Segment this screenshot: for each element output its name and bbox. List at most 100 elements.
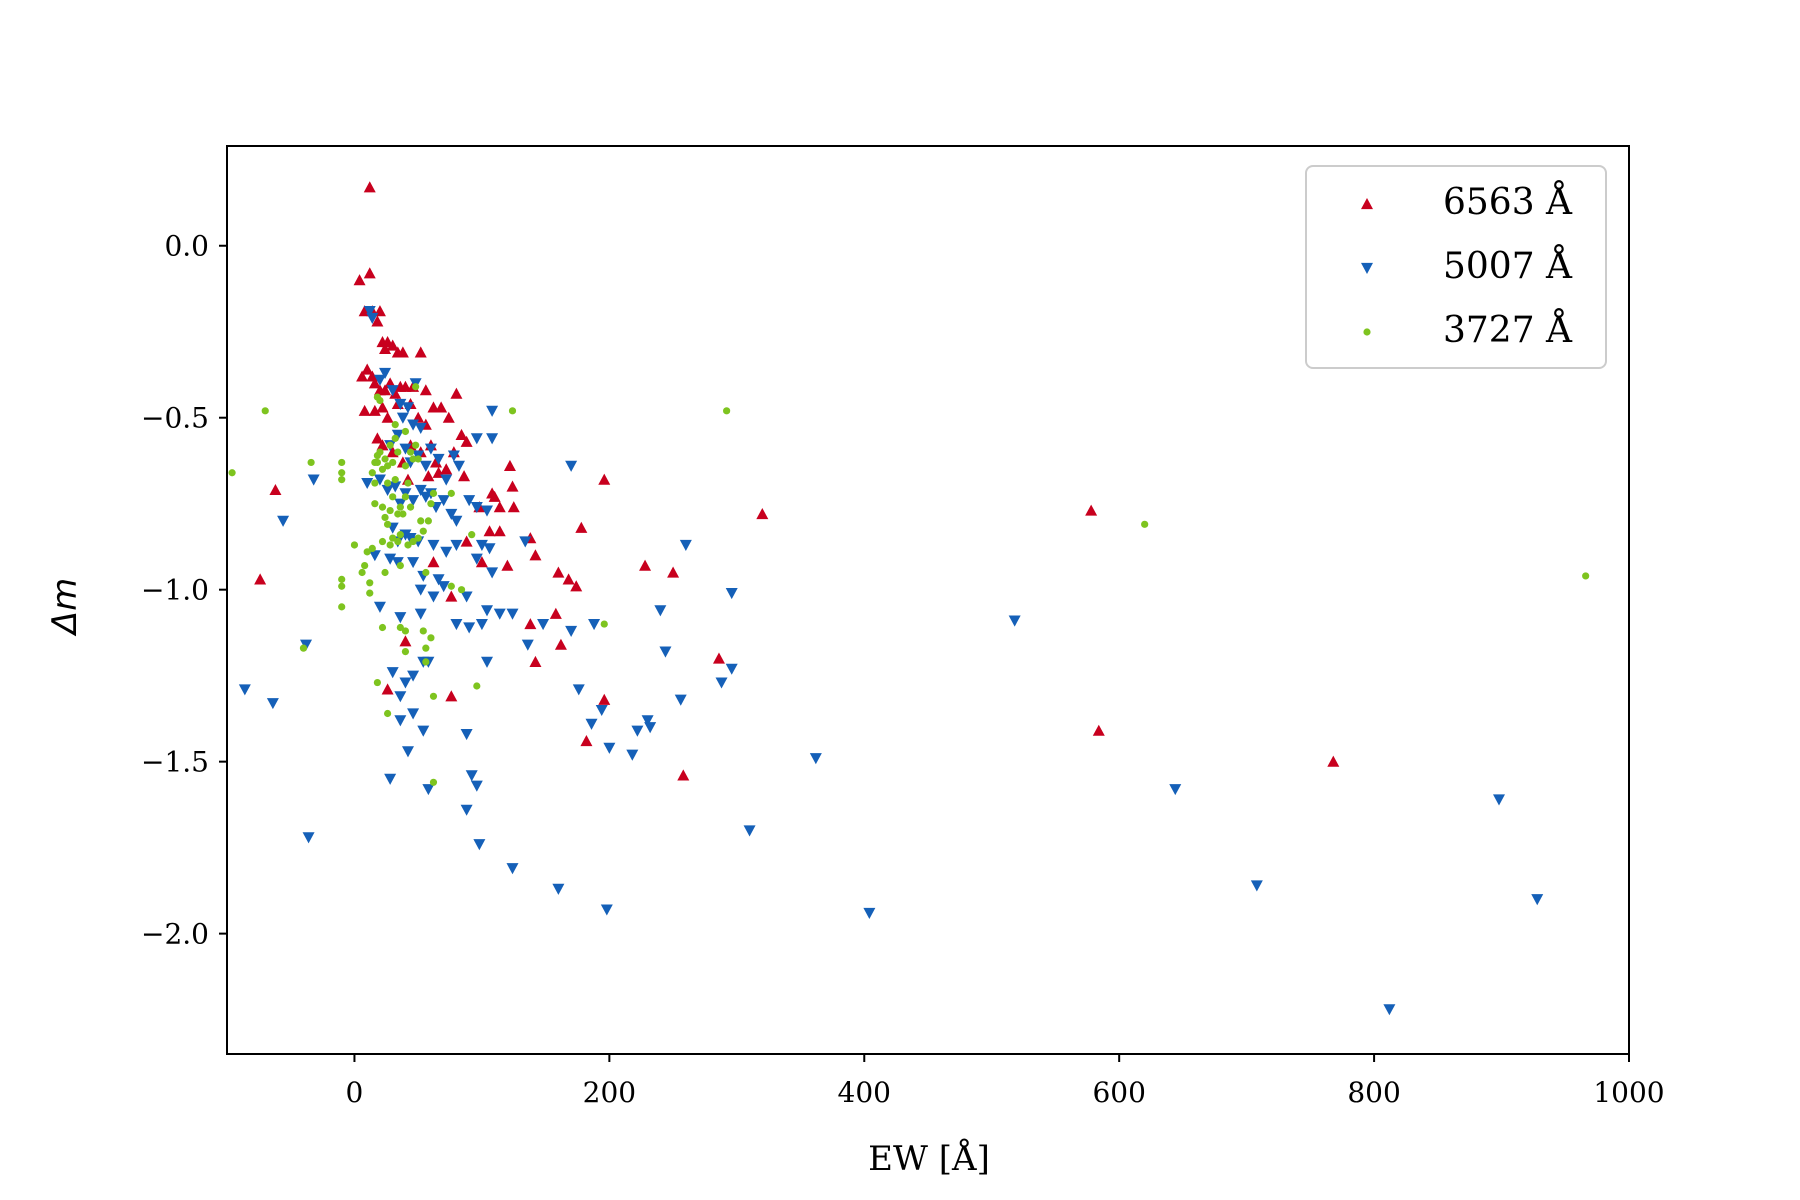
- data-point: [486, 567, 499, 579]
- data-point: [386, 667, 399, 679]
- data-point: [565, 625, 578, 637]
- data-point: [353, 274, 366, 286]
- data-point: [338, 582, 346, 590]
- data-point: [481, 656, 494, 668]
- data-point: [725, 588, 738, 600]
- data-point: [419, 460, 432, 472]
- data-point: [228, 469, 236, 477]
- data-point: [383, 479, 392, 487]
- data-point: [809, 753, 822, 765]
- data-point: [470, 780, 483, 792]
- data-point: [460, 804, 473, 816]
- data-point: [379, 342, 392, 355]
- data-point: [445, 508, 458, 521]
- data-point: [384, 773, 397, 785]
- data-point: [401, 493, 410, 501]
- data-point: [361, 562, 369, 570]
- data-point: [524, 618, 537, 630]
- data-point: [399, 635, 412, 647]
- data-point: [460, 435, 473, 447]
- y-axis-label: Δm: [45, 578, 85, 637]
- data-point: [452, 460, 465, 472]
- data-point: [626, 749, 639, 761]
- data-point: [725, 663, 738, 675]
- data-point: [552, 566, 565, 578]
- data-point: [414, 422, 427, 435]
- data-point: [715, 677, 728, 689]
- data-point: [572, 684, 585, 696]
- data-point: [299, 644, 308, 652]
- data-point: [1531, 894, 1544, 906]
- data-point: [445, 690, 458, 702]
- data-point: [506, 480, 519, 492]
- data-point: [440, 546, 453, 558]
- data-point: [537, 618, 550, 631]
- data-point: [600, 620, 608, 628]
- data-point: [475, 556, 488, 568]
- data-point: [447, 582, 455, 590]
- series-1: [238, 305, 1544, 1016]
- data-point: [565, 460, 578, 472]
- data-point: [654, 605, 667, 617]
- data-point: [493, 525, 506, 537]
- data-point: [406, 448, 415, 456]
- data-point: [723, 407, 731, 415]
- data-point: [406, 503, 415, 511]
- data-point: [419, 627, 427, 635]
- data-point: [363, 181, 376, 193]
- data-point: [238, 684, 251, 696]
- data-point: [756, 508, 769, 520]
- data-point: [639, 559, 652, 571]
- data-point: [389, 481, 402, 493]
- legend: 6563 Å 5007 Å 3727 Å: [1305, 165, 1607, 369]
- data-point: [350, 541, 359, 549]
- data-point: [394, 612, 407, 624]
- plot-frame: [226, 145, 1630, 1055]
- data-point: [401, 402, 414, 414]
- data-point: [570, 580, 583, 592]
- y-tick-label: −1.0: [141, 574, 209, 607]
- data-point: [422, 784, 435, 796]
- data-point: [371, 500, 379, 508]
- data-point: [407, 670, 420, 682]
- data-point: [667, 566, 680, 578]
- data-point: [381, 455, 389, 463]
- data-point: [508, 407, 517, 415]
- data-point: [391, 434, 399, 442]
- data-point: [427, 539, 440, 551]
- x-tick-label: 200: [583, 1076, 636, 1109]
- series-0: [254, 181, 1340, 781]
- data-point: [424, 517, 432, 525]
- legend-label-5007: 5007 Å: [1443, 245, 1573, 287]
- data-point: [458, 470, 471, 482]
- data-point: [442, 411, 455, 423]
- data-point: [371, 315, 384, 327]
- data-point: [368, 377, 381, 389]
- data-point: [507, 501, 520, 513]
- data-point: [419, 527, 427, 535]
- data-point: [404, 479, 412, 487]
- data-point: [435, 401, 448, 413]
- data-point: [396, 531, 404, 539]
- data-point: [366, 312, 379, 324]
- data-point: [1008, 615, 1021, 627]
- data-point: [679, 539, 692, 551]
- data-point: [447, 489, 455, 497]
- data-point: [450, 515, 463, 527]
- data-point: [394, 715, 407, 727]
- data-point: [475, 539, 488, 551]
- data-point: [595, 704, 608, 717]
- y-tick-label: −2.0: [141, 918, 209, 951]
- data-point: [373, 458, 381, 467]
- data-point: [378, 537, 387, 546]
- data-point: [399, 443, 412, 455]
- data-point: [419, 384, 432, 396]
- data-point: [391, 429, 404, 441]
- data-point: [407, 419, 420, 431]
- data-point: [580, 735, 593, 747]
- data-point: [585, 718, 598, 730]
- data-point: [401, 746, 414, 758]
- data-point: [481, 505, 494, 517]
- data-point: [384, 553, 397, 565]
